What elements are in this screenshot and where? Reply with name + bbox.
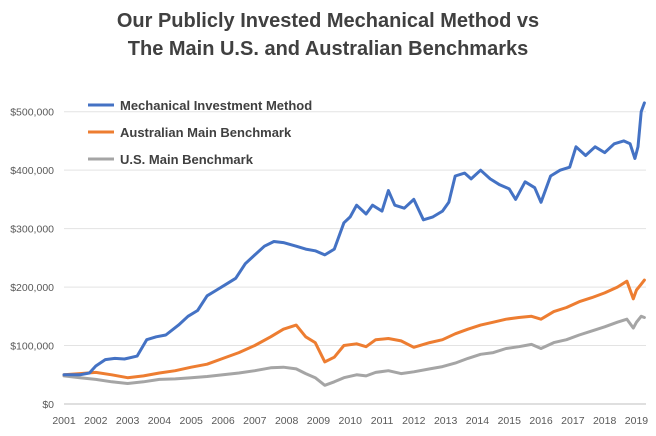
- chart-title-line-1: Our Publicly Invested Mechanical Method …: [116, 10, 540, 32]
- series-lines: [62, 101, 646, 387]
- legend-label: Mechanical Investment Method: [120, 98, 312, 113]
- x-tick-label: 2005: [180, 415, 204, 427]
- y-tick-label: $200,000: [10, 282, 54, 294]
- series-line: [62, 101, 646, 377]
- legend-label: U.S. Main Benchmark: [120, 152, 254, 167]
- x-tick-label: 2011: [371, 415, 394, 427]
- y-tick-label: $400,000: [10, 165, 54, 177]
- x-tick-label: 2019: [625, 415, 649, 427]
- x-tick-label: 2015: [498, 415, 522, 427]
- x-tick-label: 2008: [275, 415, 299, 427]
- x-tick-label: 2007: [243, 415, 267, 427]
- x-tick-label: 2009: [307, 415, 331, 427]
- y-tick-label: $100,000: [10, 341, 54, 353]
- x-tick-label: 2002: [84, 415, 108, 427]
- x-tick-label: 2016: [529, 415, 553, 427]
- legend-label: Australian Main Benchmark: [120, 125, 292, 140]
- x-tick-label: 2006: [211, 415, 235, 427]
- legend: Mechanical Investment Method Australian M…: [88, 98, 312, 167]
- y-tick-label: $300,000: [10, 224, 54, 236]
- y-tick-label: $0: [42, 399, 54, 411]
- series-line: [62, 314, 646, 387]
- x-tick-label: 2010: [339, 415, 363, 427]
- x-tick-label: 2018: [593, 415, 617, 427]
- x-axis-ticks: 2001 2002 2003 2004 2005 2006 2007 2008 2009 2010…: [52, 415, 648, 427]
- x-tick-label: 2001: [52, 415, 76, 427]
- x-tick-label: 2012: [402, 415, 426, 427]
- x-tick-label: 2014: [466, 415, 490, 427]
- y-axis-ticks: $0 $100,000 $200,000 $300,000 $400,000 $500,0…: [10, 107, 54, 411]
- x-tick-label: 2003: [116, 415, 140, 427]
- series-line: [62, 278, 646, 380]
- x-tick-label: 2017: [561, 415, 585, 427]
- y-tick-label: $500,000: [10, 107, 54, 119]
- x-tick-label: 2013: [434, 415, 458, 427]
- x-tick-label: 2004: [148, 415, 172, 427]
- chart-title-line-2: The Main U.S. and Australian Benchmarks: [127, 38, 529, 60]
